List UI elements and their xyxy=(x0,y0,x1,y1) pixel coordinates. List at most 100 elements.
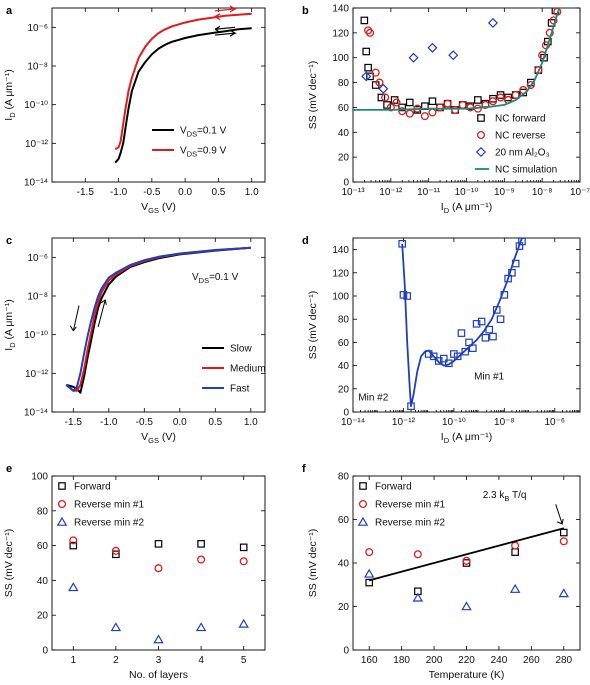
y-tick-label: 80 xyxy=(338,315,350,326)
series-line xyxy=(353,8,561,111)
y-tick-label: 100 xyxy=(332,53,349,64)
x-tick-label: 0.5 xyxy=(211,187,225,198)
series-1 xyxy=(69,536,248,573)
data-point xyxy=(508,269,516,277)
sweep-arrow-up xyxy=(97,299,106,328)
data-point xyxy=(154,540,163,548)
x-tick-label: -0.5 xyxy=(136,417,154,428)
annotation-min1: Min #1 xyxy=(474,372,504,383)
data-point xyxy=(68,582,79,592)
x-tick-label: 200 xyxy=(426,655,443,666)
data-point xyxy=(559,537,568,546)
x-axis-label: VGS​ (V) xyxy=(141,431,176,445)
data-point xyxy=(448,50,459,61)
data-point xyxy=(443,99,452,108)
data-point xyxy=(559,528,568,537)
data-point xyxy=(239,543,248,552)
y-tick-label: 40 xyxy=(338,559,350,570)
x-axis-label: ID​ (A μm⁻¹) xyxy=(441,201,492,215)
x-tick-label: 5 xyxy=(241,655,247,666)
legend-label: Reverse min #1 xyxy=(375,500,445,511)
data-point xyxy=(360,16,369,25)
y-tick-label: 0 xyxy=(343,646,349,657)
legend-marker xyxy=(58,482,66,490)
legend-marker xyxy=(57,499,67,509)
y-tick-label: 20 xyxy=(338,602,350,613)
data-point xyxy=(390,96,399,104)
sweep-arrow-down xyxy=(72,305,80,331)
legend-label: Reverse min #1 xyxy=(74,500,144,511)
series-2 xyxy=(363,568,570,611)
data-point xyxy=(489,94,497,103)
y-tick-label: 80 xyxy=(338,472,350,483)
y-tick-label: 10⁻¹² xyxy=(25,369,49,380)
data-layer xyxy=(65,246,251,394)
data-point xyxy=(496,315,505,324)
data-point xyxy=(386,103,395,112)
data-point xyxy=(461,347,470,356)
data-point xyxy=(403,292,412,300)
data-layer xyxy=(363,527,570,611)
data-point xyxy=(451,105,460,114)
legend-marker xyxy=(477,114,485,122)
data-point xyxy=(195,622,207,632)
series-1 xyxy=(65,246,251,392)
x-tick-label: 10⁻⁹ xyxy=(494,187,515,198)
y-axis-label: SS (mV dec⁻¹) xyxy=(307,61,319,130)
x-tick-label: 2 xyxy=(113,655,119,666)
panel-b: b 10⁻¹³ 10⁻¹² 10⁻¹¹ 10⁻¹⁰ 10⁻⁹ 10⁻⁸ 10⁻⁷ 0 20 40 60… xyxy=(302,4,590,216)
series-0 xyxy=(360,8,560,114)
series-1 xyxy=(401,238,523,408)
y-tick-label: 0 xyxy=(42,646,48,657)
sweep-arrow-head xyxy=(69,325,77,332)
data-point xyxy=(509,583,521,593)
y-tick-label: 20 xyxy=(338,153,350,164)
series-line xyxy=(114,27,252,164)
x-tick-label: 10⁻⁸ xyxy=(532,187,553,198)
x-tick-label: -1.5 xyxy=(77,187,95,198)
data-point xyxy=(453,352,462,361)
data-point xyxy=(481,100,490,109)
y-tick-label: 0 xyxy=(343,408,349,419)
data-point xyxy=(487,17,499,28)
y-tick-label: 60 xyxy=(338,338,350,349)
data-point xyxy=(398,107,407,116)
panel-label: e xyxy=(6,463,12,475)
data-point xyxy=(110,622,122,632)
data-layer xyxy=(353,8,562,121)
data-point xyxy=(361,71,372,82)
y-tick-label: 20 xyxy=(338,384,350,395)
y-tick-label: 60 xyxy=(338,515,350,526)
legend-marker xyxy=(475,146,487,158)
data-point xyxy=(474,96,482,104)
data-point xyxy=(558,588,570,598)
x-tick-label: 0.5 xyxy=(208,417,222,428)
data-point xyxy=(413,550,422,559)
plot-frame xyxy=(51,7,266,183)
data-point xyxy=(428,108,437,117)
panel-f: f 160 180 200 220 240 260 280 0 20 40 60 80 Temperatu… xyxy=(302,463,581,681)
panel-label: d xyxy=(302,235,309,247)
x-axis-label: Temperature (K) xyxy=(429,669,505,681)
series-line xyxy=(65,246,251,392)
legend-marker xyxy=(358,499,368,509)
data-point xyxy=(366,72,374,81)
x-tick-label: 220 xyxy=(458,655,475,666)
panel-e: e 1 2 3 4 5 0 20 40 60 80 100 No. of layers SS (mV de… xyxy=(3,463,266,681)
y-tick-label: 10⁻¹⁴ xyxy=(24,408,48,419)
reverse-arrow xyxy=(214,13,236,21)
data-point xyxy=(378,83,389,94)
series-1 xyxy=(365,537,568,565)
y-tick-label: 140 xyxy=(332,245,349,256)
data-point xyxy=(69,536,78,545)
y-tick-label: 40 xyxy=(338,361,350,372)
legend-label: 20 nm Al₂O₃ xyxy=(495,148,550,159)
data-point xyxy=(427,42,438,53)
panel-a: a -1.5 -1.0 -0.5 0.0 0.5 1.0 10⁻¹⁴ 10⁻¹² 10⁻¹⁰ 10⁻… xyxy=(3,5,266,215)
x-tick-label: 10⁻¹⁴ xyxy=(341,417,365,428)
data-layer xyxy=(68,536,249,644)
sweep-arrow-head xyxy=(100,299,107,305)
panel-label: b xyxy=(302,5,309,17)
y-tick-label: 60 xyxy=(338,103,350,114)
data-point xyxy=(526,81,535,90)
